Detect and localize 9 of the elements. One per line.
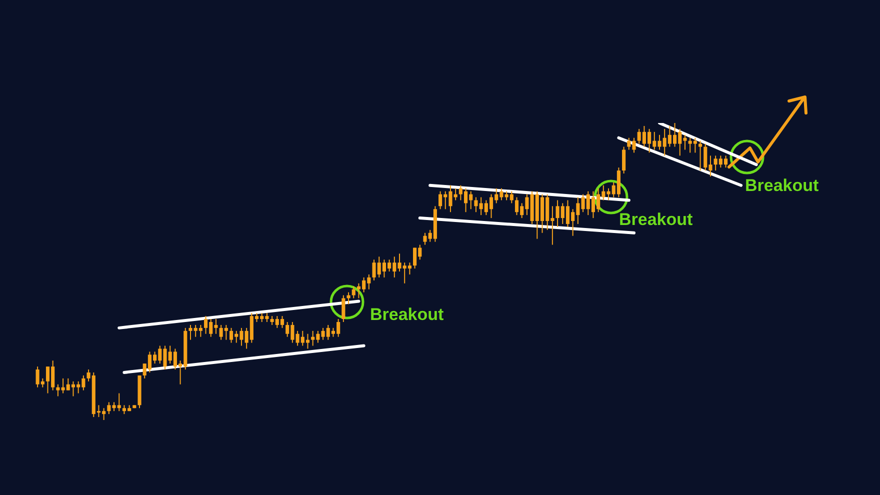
- candlestick: [56, 384, 60, 397]
- candlestick: [698, 140, 702, 172]
- annotation: Breakout: [370, 305, 444, 325]
- candlestick: [622, 146, 626, 174]
- candlestick: [352, 286, 356, 299]
- candlestick: [342, 294, 346, 322]
- candlestick: [346, 292, 350, 305]
- annotation: Breakout: [745, 176, 819, 196]
- annotation: Breakout: [619, 210, 693, 230]
